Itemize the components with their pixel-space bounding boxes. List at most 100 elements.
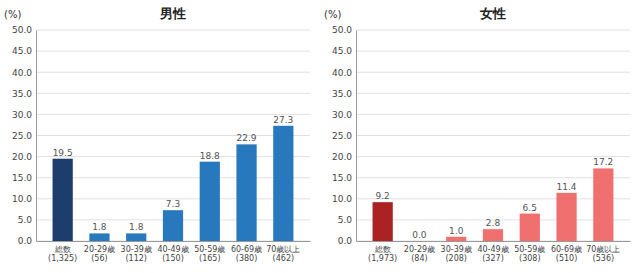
y-axis: 0.0 5.0 10.0 15.0 20.0 25.0 30.0 35.0 40.0 45.0 50… xyxy=(12,25,37,246)
y-tick-label: 5.0 xyxy=(18,215,33,225)
x-tick: 70歳以上(536) xyxy=(586,241,620,263)
data-label: 22.9 xyxy=(237,133,257,143)
x-tick: 60-69歳(510) xyxy=(551,241,582,263)
x-tick-label-line: 50-59歳 xyxy=(514,245,545,254)
x-tick-label: 50-59歳(165) xyxy=(194,245,225,264)
y-tick: 45.0 xyxy=(12,46,36,56)
y-tick-label: 30.0 xyxy=(12,110,32,120)
y-tick: 40.0 xyxy=(332,68,356,78)
y-tick: 50.0 xyxy=(12,25,36,35)
grid xyxy=(36,30,310,241)
grid-line xyxy=(356,135,630,136)
y-tick: 10.0 xyxy=(332,194,356,204)
grid-line xyxy=(36,51,310,52)
x-tick-label-line: 20-29歳 xyxy=(404,245,435,254)
grid-line xyxy=(36,177,310,178)
data-label: 2.8 xyxy=(486,218,501,228)
y-tick-label: 50.0 xyxy=(12,25,32,35)
bar xyxy=(556,193,576,241)
y-tick: 45.0 xyxy=(332,46,356,56)
y-tick-label: 25.0 xyxy=(12,131,32,141)
bar xyxy=(446,237,466,241)
x-tick: 総数(1,973) xyxy=(368,241,397,263)
y-tick: 35.0 xyxy=(12,89,36,99)
x-tick: 50-59歳(308) xyxy=(514,241,545,263)
title: 男性 xyxy=(159,6,186,21)
bars xyxy=(373,168,614,241)
x-tick-label: 30-39歳(208) xyxy=(441,245,472,264)
grid-line xyxy=(356,93,630,94)
bar xyxy=(520,214,540,241)
y-tick-label: 15.0 xyxy=(332,173,352,183)
x-tick-label: 総数(1,973) xyxy=(368,245,397,264)
x-tick-label: 60-69歳(510) xyxy=(551,245,582,264)
y-tick: 0.0 xyxy=(338,236,356,246)
data-label: 0.0 xyxy=(412,230,427,240)
x-axis-line xyxy=(37,241,311,242)
y-tick: 20.0 xyxy=(12,152,36,162)
x-tick: 60-69歳(380) xyxy=(231,241,262,263)
y-tick: 15.0 xyxy=(332,173,356,183)
y-tick-label: 45.0 xyxy=(12,46,32,56)
data-label: 1.0 xyxy=(449,226,464,236)
x-axis-line xyxy=(357,241,631,242)
data-label: 6.5 xyxy=(523,203,537,213)
y-tick-label: 15.0 xyxy=(12,173,32,183)
grid-line xyxy=(356,177,630,178)
y-tick: 40.0 xyxy=(12,68,36,78)
chart-root: 0.0 5.0 10.0 15.0 20.0 25.0 30.0 35.0 40.0 45.0 50… xyxy=(0,0,640,273)
x-tick-label-line: (308) xyxy=(519,254,541,263)
x-tick-label-line: 70歳以上 xyxy=(266,245,300,254)
grid xyxy=(356,30,630,241)
x-tick-label: 70歳以上(536) xyxy=(586,245,620,264)
x-tick-label-line: (150) xyxy=(162,254,184,263)
bar xyxy=(373,202,393,241)
data-label: 1.8 xyxy=(92,222,107,232)
y-tick-label: 5.0 xyxy=(338,215,353,225)
x-tick-label-line: 総数 xyxy=(54,245,71,254)
title: 女性 xyxy=(479,6,506,21)
x-tick-label: 40-49歳(150) xyxy=(157,245,188,264)
data-label: 11.4 xyxy=(557,182,577,192)
grid-line xyxy=(356,51,630,52)
x-tick-label-line: (56) xyxy=(91,254,107,263)
y-tick: 20.0 xyxy=(332,152,356,162)
y-axis-line xyxy=(356,31,357,242)
x-tick-label: 50-59歳(308) xyxy=(514,245,545,264)
grid-line xyxy=(36,135,310,136)
x-tick-label-line: (1,325) xyxy=(48,254,77,263)
y-tick: 0.0 xyxy=(18,236,36,246)
x-tick-label: 70歳以上(462) xyxy=(266,245,300,264)
y-tick: 50.0 xyxy=(332,25,356,35)
x-tick-label-line: 50-59歳 xyxy=(194,245,225,254)
bar xyxy=(483,229,503,241)
grid-line xyxy=(36,72,310,73)
y-tick-label: 10.0 xyxy=(12,194,32,204)
data-label: 19.5 xyxy=(53,148,73,158)
y-tick-label: 40.0 xyxy=(12,68,32,78)
x-tick-label-line: (208) xyxy=(445,254,467,263)
y-axis-line xyxy=(36,31,37,242)
y-tick-label: 45.0 xyxy=(332,46,352,56)
bar xyxy=(273,126,293,241)
x-tick-label-line: 60-69歳 xyxy=(551,245,582,254)
x-tick: 40-49歳(150) xyxy=(157,241,188,263)
grid-line xyxy=(356,72,630,73)
y-tick-label: 35.0 xyxy=(12,89,32,99)
y-tick-label: 0.0 xyxy=(18,236,33,246)
x-tick: 40-49歳(327) xyxy=(477,241,508,263)
y-tick-label: 20.0 xyxy=(332,152,352,162)
data-label: 17.2 xyxy=(593,157,613,167)
x-tick-label: 総数(1,325) xyxy=(48,245,77,264)
y-tick-label: 25.0 xyxy=(332,131,352,141)
x-tick-label-line: 20-29歳 xyxy=(84,245,115,254)
x-tick-label-line: (112) xyxy=(125,254,147,263)
y-tick-label: 30.0 xyxy=(332,110,352,120)
grid-line xyxy=(36,30,310,31)
x-tick: 20-29歳(84) xyxy=(404,241,435,263)
y-tick-label: 40.0 xyxy=(332,68,352,78)
data-label: 9.2 xyxy=(376,191,390,201)
panel: 0.0 5.0 10.0 15.0 20.0 25.0 30.0 35.0 40.0 45.0 50… xyxy=(4,6,311,263)
bar xyxy=(163,210,183,241)
x-tick-label-line: 30-39歳 xyxy=(121,245,152,254)
